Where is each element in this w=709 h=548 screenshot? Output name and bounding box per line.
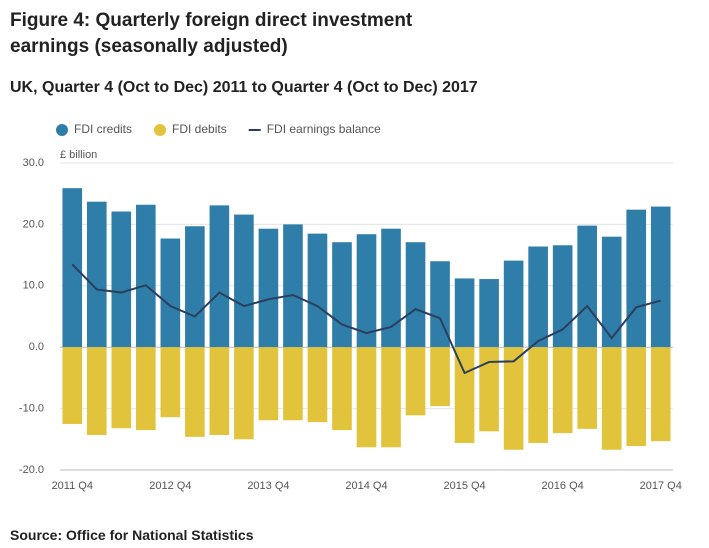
bar [86,347,107,436]
bar [650,347,671,442]
bar [62,188,83,348]
bar [405,242,426,348]
bar [503,260,524,348]
bar [111,347,132,429]
bar [479,347,499,432]
bar [209,205,230,348]
line [71,263,662,375]
bar [626,209,647,348]
bar [185,347,205,437]
bar [601,236,622,348]
bar [234,347,254,440]
legend-label: FDI debits [172,122,227,136]
bar [283,347,303,421]
bar [356,234,377,348]
bar [577,225,597,348]
x-tick-label: 2015 Q4 [443,480,485,492]
bar [528,347,548,443]
legend-label: FDI credits [74,122,132,136]
bar [454,347,475,443]
x-tick-label: 2016 Q4 [542,480,584,492]
bar [454,278,475,348]
bar [209,347,230,436]
bar [307,347,328,423]
bar [430,347,450,407]
bar [283,224,303,348]
bar [528,246,548,348]
x-tick-label: 2017 Q4 [640,480,682,492]
bar [479,279,499,348]
x-tick-label: 2014 Q4 [345,480,387,492]
y-axis-label: £ billion [60,149,97,161]
bar [136,204,156,348]
bar [62,347,83,424]
bar [160,347,181,418]
bar [185,226,205,348]
bar [381,347,401,448]
chart-title: Figure 4: Quarterly foreign direct inves… [10,10,413,57]
bar [258,228,279,348]
bar [601,347,622,450]
y-tick-label: 10.0 [23,280,44,292]
bar [552,245,573,348]
bar [626,347,647,447]
x-tick-label: 2011 Q4 [52,480,93,492]
bar [86,201,107,348]
source: Source: Office for National Statistics [10,527,254,543]
bar [503,347,524,450]
chart: £ billion -20.0 -10.0 0.0 10.0 20.0 30.0 FDI c… [19,122,682,492]
y-tick-label: -10.0 [19,403,44,415]
bar [650,206,671,348]
y-tick-label: 0.0 [29,341,44,353]
bar [381,228,401,348]
bar [307,233,328,348]
bar [111,211,132,348]
bar [332,347,352,431]
bar [332,242,352,348]
bar [405,347,426,416]
bar [356,347,377,448]
bar [258,347,279,421]
legend-swatch [154,124,167,136]
bar [234,214,254,348]
bar [136,347,156,431]
bar [430,261,450,348]
y-tick-label: 20.0 [23,218,44,230]
bar [160,238,181,348]
bar [577,347,597,429]
legend-label: FDI earnings balance [267,122,381,136]
bar [552,347,573,434]
chart-subtitle: UK, Quarter 4 (Oct to Dec) 2011 to Quart… [10,79,478,96]
y-tick-label: -20.0 [19,464,44,476]
legend-swatch [56,124,68,136]
x-tick-label: 2012 Q4 [149,480,191,492]
y-tick-label: 30.0 [23,157,44,169]
x-tick-label: 2013 Q4 [247,480,289,492]
